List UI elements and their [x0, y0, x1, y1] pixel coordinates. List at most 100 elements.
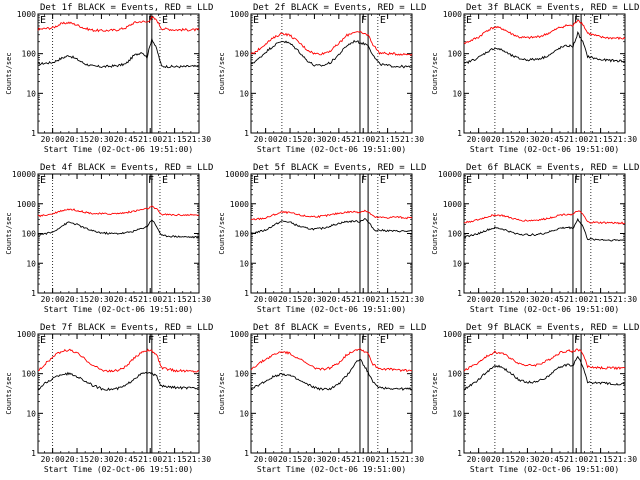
x-tick-label: 21:30: [187, 135, 211, 144]
y-axis-label: Counts/sec: [431, 52, 439, 94]
y-tick-label: 1: [31, 129, 36, 138]
x-tick-label: 20:15: [65, 295, 89, 304]
plot-frame: [250, 13, 413, 134]
x-tick-label: 20:45: [327, 295, 351, 304]
y-axis-label: Counts/sec: [218, 52, 226, 94]
plot-frame: [463, 13, 626, 134]
y-tick-label: 1000: [230, 330, 249, 339]
x-tick-label: 21:15: [589, 295, 613, 304]
events-series-line: [37, 371, 200, 391]
x-tick-label: 20:15: [491, 295, 515, 304]
y-axis-label: Counts/sec: [5, 212, 13, 254]
x-tick-label: 20:30: [302, 455, 326, 464]
events-series-line: [463, 355, 625, 391]
y-tick-label: 10: [239, 259, 249, 268]
x-axis-label: Start Time (02-Oct-06 19:51:00): [257, 465, 406, 474]
x-axis-label: Start Time (02-Oct-06 19:51:00): [257, 305, 406, 314]
y-tick-label: 1000: [230, 200, 249, 209]
lld-series-line: [38, 348, 200, 373]
marker-label: E: [593, 15, 599, 26]
y-tick-label: 1: [244, 289, 249, 298]
events-series-line: [37, 37, 200, 69]
lld-series-line: [463, 348, 626, 372]
y-tick-label: 1000: [443, 330, 462, 339]
detector-panel-7: Det 7f BLACK = Events, RED = LLD 1 10 100 10…: [5, 323, 213, 474]
x-tick-label: 20:45: [327, 455, 351, 464]
y-tick-label: 10: [26, 259, 36, 268]
plot-frame: [37, 13, 200, 134]
x-tick-label: 20:00: [41, 295, 65, 304]
x-tick-label: 20:00: [467, 295, 491, 304]
y-tick-label: 100: [235, 230, 250, 239]
x-tick-label: 20:00: [41, 455, 65, 464]
x-tick-label: 20:45: [327, 135, 351, 144]
x-tick-label: 20:15: [491, 455, 515, 464]
y-tick-label: 10: [452, 259, 462, 268]
x-tick-label: 20:00: [41, 135, 65, 144]
marker-label: F: [574, 335, 580, 346]
x-tick-label: 21:00: [138, 295, 162, 304]
y-tick-label: 1: [457, 449, 462, 458]
lld-series-line: [250, 209, 413, 221]
x-tick-label: 21:15: [376, 135, 400, 144]
y-tick-label: 10000: [438, 170, 462, 179]
x-tick-label: 20:15: [491, 135, 515, 144]
lld-series-line: [37, 205, 200, 218]
y-axis-label: Counts/sec: [218, 212, 226, 254]
x-tick-label: 21:30: [400, 135, 424, 144]
plot-frame: [250, 333, 413, 454]
marker-label: E: [40, 335, 46, 346]
marker-label: F: [148, 335, 154, 346]
marker-label: F: [148, 15, 154, 26]
marker-label: F: [574, 175, 580, 186]
x-tick-label: 20:30: [89, 295, 113, 304]
x-tick-label: 21:00: [138, 455, 162, 464]
x-tick-label: 21:00: [564, 455, 588, 464]
marker-label: E: [253, 175, 259, 186]
x-tick-label: 21:00: [351, 455, 375, 464]
panel-title: Det 4f BLACK = Events, RED = LLD: [40, 163, 213, 173]
x-tick-label: 21:15: [589, 135, 613, 144]
x-tick-label: 21:30: [613, 135, 637, 144]
x-tick-label: 20:45: [114, 455, 138, 464]
y-tick-label: 1000: [17, 330, 36, 339]
x-tick-label: 21:15: [376, 455, 400, 464]
x-tick-label: 20:45: [114, 295, 138, 304]
detector-panel-9: Det 9f BLACK = Events, RED = LLD 1 10 100 10…: [431, 323, 639, 474]
events-series-line: [250, 218, 413, 234]
panel-title: Det 2f BLACK = Events, RED = LLD: [253, 3, 426, 13]
events-series-line: [464, 30, 626, 65]
marker-label: E: [593, 335, 599, 346]
plot-frame: [463, 333, 626, 454]
panel-title: Det 5f BLACK = Events, RED = LLD: [253, 163, 426, 173]
x-tick-label: 21:15: [163, 295, 187, 304]
y-tick-label: 100: [235, 50, 250, 59]
panel-title: Det 1f BLACK = Events, RED = LLD: [40, 3, 213, 13]
y-axis-label: Counts/sec: [431, 372, 439, 414]
events-series-line: [463, 217, 626, 242]
marker-label: E: [253, 15, 259, 26]
x-axis-label: Start Time (02-Oct-06 19:51:00): [470, 465, 619, 474]
x-tick-label: 20:45: [114, 135, 138, 144]
x-tick-label: 21:00: [351, 295, 375, 304]
x-axis-label: Start Time (02-Oct-06 19:51:00): [44, 145, 193, 154]
y-tick-label: 100: [448, 50, 463, 59]
y-tick-label: 1000: [17, 200, 36, 209]
y-tick-label: 1: [457, 289, 462, 298]
marker-label: E: [40, 15, 46, 26]
detector-panel-4: Det 4f BLACK = Events, RED = LLD 1 10 100 10…: [5, 163, 213, 314]
x-axis-label: Start Time (02-Oct-06 19:51:00): [44, 305, 193, 314]
x-tick-label: 20:00: [254, 135, 278, 144]
y-tick-label: 1: [457, 129, 462, 138]
y-tick-label: 1: [31, 289, 36, 298]
x-tick-label: 20:45: [540, 295, 564, 304]
y-tick-label: 10: [26, 409, 36, 418]
x-tick-label: 21:30: [400, 295, 424, 304]
x-tick-label: 20:15: [65, 455, 89, 464]
y-tick-label: 100: [22, 370, 37, 379]
detector-panel-3: Det 3f BLACK = Events, RED = LLD 1 10 100 10…: [431, 3, 639, 154]
panel-title: Det 9f BLACK = Events, RED = LLD: [466, 323, 639, 333]
x-tick-label: 21:00: [351, 135, 375, 144]
marker-label: E: [162, 15, 168, 26]
